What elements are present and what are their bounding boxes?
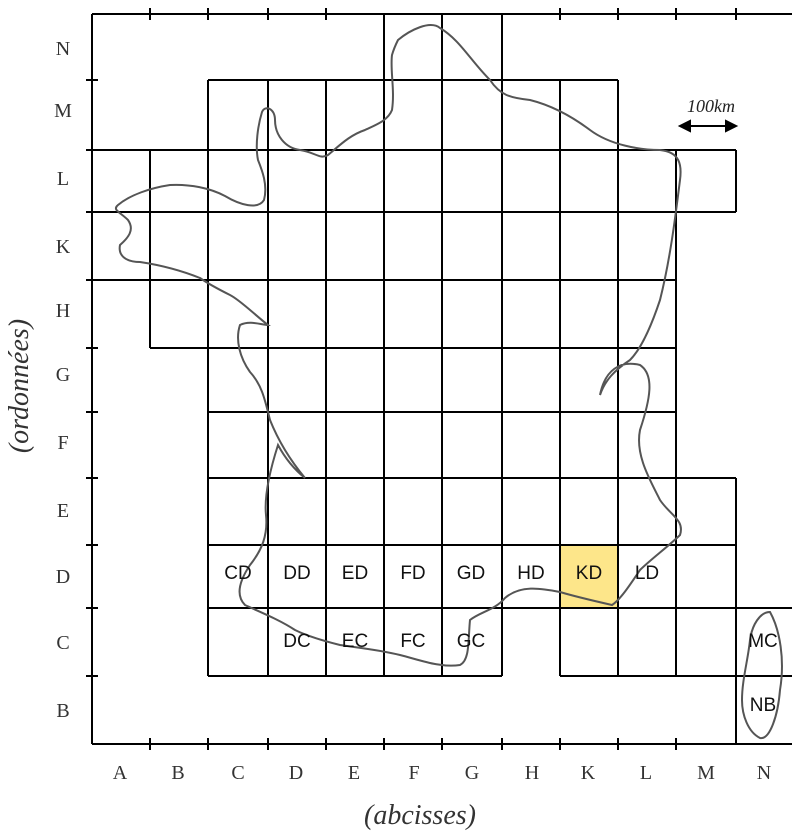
- col-label-m: M: [686, 762, 726, 785]
- row-label-e: E: [48, 500, 78, 523]
- row-label-f: F: [48, 432, 78, 455]
- row-label-h: H: [48, 300, 78, 323]
- cell-code-fd: FD: [385, 563, 441, 585]
- row-label-n: N: [48, 38, 78, 61]
- cell-code-hd: HD: [503, 563, 559, 585]
- cell-code-ld: LD: [619, 563, 675, 585]
- cell-code-gc: GC: [443, 631, 499, 653]
- row-label-l: L: [48, 168, 78, 191]
- scale-label: 100km: [676, 96, 746, 117]
- cell-code-dd: DD: [269, 563, 325, 585]
- row-label-d: D: [48, 566, 78, 589]
- cell-code-kd: KD: [561, 563, 617, 585]
- cell-code-cd: CD: [210, 563, 266, 585]
- cell-code-mc: MC: [735, 631, 791, 653]
- cell-code-nb: NB: [735, 695, 791, 717]
- axis-title-x: (abcisses): [300, 800, 540, 832]
- col-label-d: D: [276, 762, 316, 785]
- cell-code-ec: EC: [327, 631, 383, 653]
- col-label-n: N: [744, 762, 784, 785]
- col-label-g: G: [452, 762, 492, 785]
- row-label-m: M: [48, 100, 78, 123]
- cell-code-gd: GD: [443, 563, 499, 585]
- row-label-c: C: [48, 632, 78, 655]
- row-label-b: B: [48, 700, 78, 723]
- scale-arrow: [680, 121, 736, 131]
- col-label-e: E: [334, 762, 374, 785]
- cell-code-ed: ED: [327, 563, 383, 585]
- col-label-h: H: [512, 762, 552, 785]
- col-label-l: L: [626, 762, 666, 785]
- col-label-c: C: [218, 762, 258, 785]
- col-label-b: B: [158, 762, 198, 785]
- cell-code-fc: FC: [385, 631, 441, 653]
- col-label-a: A: [100, 762, 140, 785]
- cell-code-dc: DC: [269, 631, 325, 653]
- col-label-k: K: [568, 762, 608, 785]
- row-label-k: K: [48, 236, 78, 259]
- row-label-g: G: [48, 364, 78, 387]
- axis-title-y: (ordonnées): [4, 266, 36, 506]
- col-label-f: F: [394, 762, 434, 785]
